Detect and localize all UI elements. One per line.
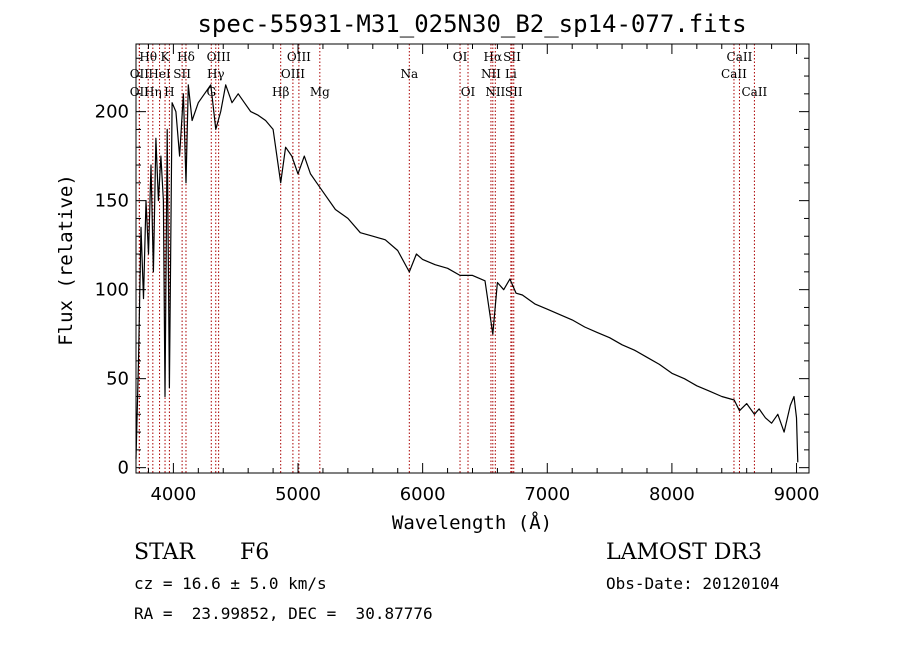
series-line-0 [135,84,799,463]
line-marker-label-9: OIII [207,50,231,64]
x-tick-label-1: 5000 [275,484,321,505]
line-marker-label-10: Hγ [207,67,225,81]
x-tick-label-2: 6000 [400,484,446,505]
x-tick-label-4: 8000 [649,484,695,505]
y-axis-title: Flux (relative) [55,174,77,346]
axis-ticks: 4000 5000 6000 7000 8000 9000 0 50 100 150 200 [95,44,820,505]
y-tick-label-4: 200 [95,102,129,123]
x-tick-label-0: 4000 [150,484,196,505]
line-marker-label-3: Hη [144,85,162,99]
line-marker-label-22: SII [503,50,521,64]
line-marker-label-13: OIII [281,67,305,81]
line-marker-label-2: OII [130,85,150,99]
line-marker-label-23: Li [505,67,517,81]
line-marker-label-1: OII [130,67,150,81]
line-marker-label-0: Hθ [139,50,157,64]
coordinates: RA = 23.99852, DEC = 30.87776 [134,604,433,623]
y-tick-label-0: 0 [118,458,129,479]
line-marker-label-14: Hβ [272,85,289,99]
line-marker-label-27: CaII [741,85,767,99]
line-marker-label-21: NII [485,85,505,99]
survey-label: LAMOST DR3 [606,540,762,565]
object-subclass: F6 [240,540,269,565]
plot-frame [135,43,810,474]
line-marker-label-7: Hδ [177,50,195,64]
line-marker-label-18: OI [461,85,476,99]
line-marker-label-15: Mg [310,85,330,99]
y-tick-label-1: 50 [106,369,129,390]
line-marker-label-25: CaII [727,50,753,64]
y-tick-label-2: 100 [95,280,129,301]
line-marker-label-24: SII [505,85,523,99]
x-tick-label-5: 9000 [774,484,820,505]
chart-title: spec-55931-M31_025N30_B2_sp14-077.fits [197,10,746,38]
x-tick-label-3: 7000 [524,484,570,505]
line-marker-label-12: OIII [287,50,311,64]
line-marker-label-5: HeI [148,67,171,81]
line-marker-label-17: OI [453,50,468,64]
y-tick-label-3: 150 [95,191,129,212]
line-marker-label-6: H [164,85,174,99]
line-marker-label-19: Hα [484,50,503,64]
obs-date: Obs-Date: 20120104 [606,574,779,593]
line-marker-label-20: NII [481,67,501,81]
line-marker-label-26: CaII [721,67,747,81]
flux-series [135,84,799,463]
line-marker-label-16: Na [400,67,418,81]
line-marker-label-8: SII [173,67,191,81]
x-axis-title: Wavelength (Å) [392,511,552,534]
redshift-readout: cz = 16.6 ± 5.0 km/s [134,574,327,593]
object-class: STAR [134,540,196,565]
line-marker-label-4: K [161,50,171,64]
